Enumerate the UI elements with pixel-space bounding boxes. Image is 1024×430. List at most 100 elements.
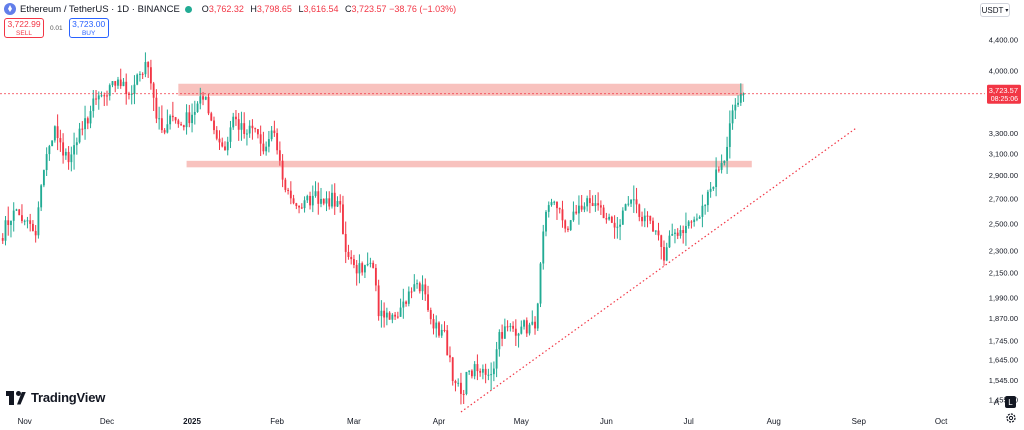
candle-body: [59, 138, 62, 143]
gear-icon[interactable]: [1005, 412, 1017, 424]
candle-body: [15, 209, 18, 211]
candle-body: [56, 126, 59, 139]
candle-body: [248, 125, 251, 134]
candle-body: [160, 118, 163, 131]
candle-body: [1, 238, 4, 241]
auto-scale-button[interactable]: A: [993, 397, 1000, 407]
candle-body: [418, 283, 421, 292]
candle-body: [503, 326, 506, 339]
candles-group: [1, 52, 745, 405]
candle-body: [226, 141, 229, 151]
candle-body: [457, 382, 460, 384]
candle-body: [73, 145, 76, 155]
candle-body: [344, 234, 347, 252]
candle-body: [613, 222, 616, 228]
candle-body: [369, 262, 372, 264]
candle-body: [361, 263, 364, 273]
candle-body: [523, 320, 525, 327]
candle-body: [435, 322, 438, 329]
candle-body: [81, 128, 84, 130]
candle-body: [427, 294, 429, 311]
candle-body: [10, 220, 12, 226]
candle-body: [668, 235, 671, 248]
candle-body: [89, 111, 92, 124]
candle-body: [665, 247, 668, 261]
candle-body: [278, 150, 281, 161]
candle-body: [67, 151, 70, 163]
candle-body: [122, 81, 125, 87]
price-tick-label: 2,900.00: [989, 171, 1018, 180]
candle-body: [608, 216, 611, 220]
time-axis: Nov Dec 2025 Feb Mar Apr May Jun Jul Aug Sep Oct: [18, 417, 949, 426]
candle-body: [155, 97, 158, 119]
candle-body: [446, 330, 449, 356]
candle-body: [619, 224, 622, 227]
buy-price: 3,723.00: [72, 19, 106, 29]
open-label: O: [201, 4, 209, 14]
candle-body: [539, 263, 542, 304]
candle-body: [547, 205, 550, 212]
candle-body: [621, 210, 624, 225]
candle-body: [196, 103, 199, 112]
candle-body: [377, 285, 380, 317]
candle-body: [405, 301, 408, 304]
candle-body: [542, 231, 545, 264]
candle-body: [660, 235, 663, 247]
symbol-title[interactable]: Ethereum / TetherUS · 1D · BINANCE: [20, 3, 180, 15]
candle-body: [520, 326, 523, 334]
candle-body: [169, 115, 172, 125]
candle-body: [550, 202, 553, 206]
candle-body: [130, 93, 133, 95]
candle-body: [289, 190, 292, 199]
sell-button[interactable]: 3,722.99 SELL: [4, 18, 44, 38]
currency-selector[interactable]: USDT ▾: [980, 3, 1010, 17]
candle-body: [517, 333, 520, 336]
time-tick-label: Jun: [600, 417, 613, 426]
candle-body: [273, 130, 276, 134]
candle-body: [575, 211, 578, 214]
candle-body: [325, 198, 328, 204]
candle-body: [440, 329, 443, 336]
log-scale-button[interactable]: L: [1005, 396, 1016, 408]
candle-body: [355, 264, 358, 274]
resistance-zone: [178, 83, 744, 96]
candle-body: [632, 199, 635, 201]
candle-body: [610, 216, 613, 223]
candle-body: [739, 94, 742, 103]
tradingview-logo[interactable]: TradingView: [6, 390, 105, 405]
candle-body: [163, 130, 166, 133]
candle-body: [476, 364, 479, 372]
candle-body: [311, 195, 314, 206]
price-tick-label: 1,645.00: [989, 356, 1018, 365]
candle-body: [314, 191, 317, 196]
candle-body: [336, 201, 339, 207]
candle-body: [432, 319, 435, 329]
price-tick-label: 2,150.00: [989, 268, 1018, 277]
trade-panel: 3,722.99 SELL 0.01 3,723.00 BUY: [4, 18, 109, 38]
time-tick-label: Apr: [433, 417, 446, 426]
open-value: 3,762.32: [208, 4, 244, 14]
candle-body: [709, 188, 712, 192]
candle-body: [454, 380, 457, 384]
close-label: C: [345, 4, 352, 14]
candle-body: [737, 102, 739, 105]
candle-body: [473, 364, 476, 377]
candle-body: [484, 368, 487, 375]
buy-button[interactable]: 3,723.00 BUY: [68, 18, 109, 38]
candle-body: [657, 230, 660, 236]
candle-body: [630, 199, 632, 204]
candle-body: [259, 134, 262, 144]
candle-body: [31, 223, 34, 231]
candle-body: [717, 169, 720, 171]
candle-body: [53, 126, 56, 141]
candle-body: [583, 206, 586, 210]
price-tick-label: 3,100.00: [989, 149, 1018, 158]
candle-body: [635, 199, 638, 205]
candle-body: [235, 116, 237, 120]
candle-body: [679, 230, 682, 236]
candle-body: [246, 133, 248, 135]
candle-body: [704, 205, 707, 207]
candle-body: [495, 349, 498, 369]
candle-body: [29, 220, 32, 224]
